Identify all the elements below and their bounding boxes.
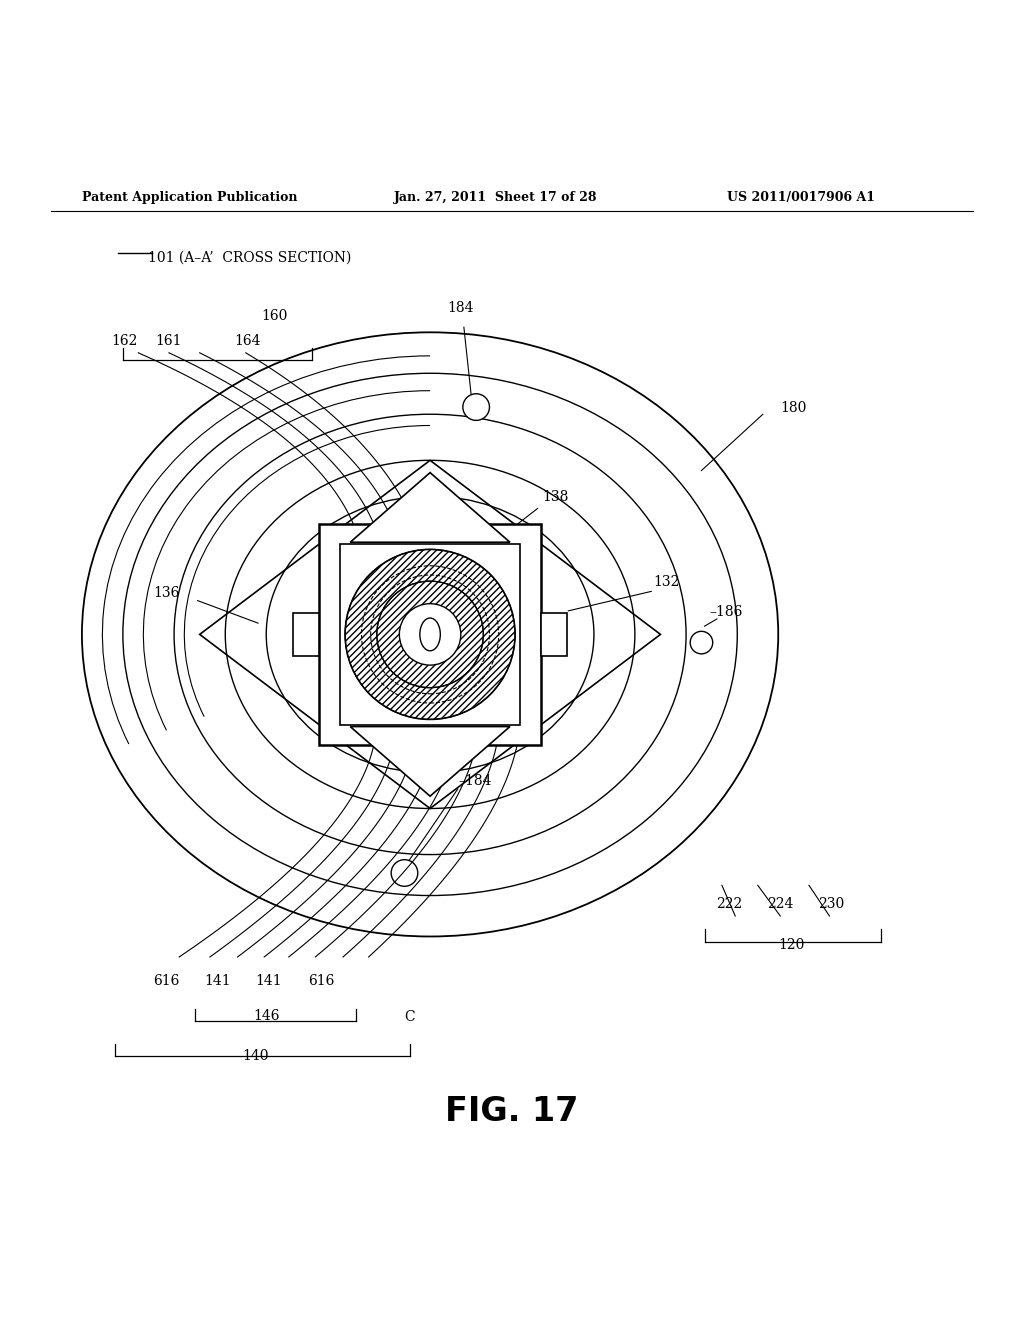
Text: 120: 120 bbox=[778, 937, 805, 952]
Circle shape bbox=[391, 859, 418, 886]
Ellipse shape bbox=[420, 618, 440, 651]
Circle shape bbox=[345, 549, 515, 719]
Bar bbox=[293, 612, 319, 656]
Text: Patent Application Publication: Patent Application Publication bbox=[82, 191, 297, 205]
Text: 180: 180 bbox=[780, 401, 807, 416]
Text: 141: 141 bbox=[255, 974, 282, 987]
Text: –184: –184 bbox=[459, 774, 493, 788]
Text: 616: 616 bbox=[153, 974, 179, 987]
Text: 136: 136 bbox=[154, 586, 180, 599]
Bar bbox=[340, 544, 520, 725]
Text: 132: 132 bbox=[653, 576, 680, 589]
Text: US 2011/0017906 A1: US 2011/0017906 A1 bbox=[727, 191, 876, 205]
Text: 140: 140 bbox=[243, 1049, 269, 1064]
Text: 101 (A–A’  CROSS SECTION): 101 (A–A’ CROSS SECTION) bbox=[148, 251, 352, 264]
Text: 141: 141 bbox=[205, 974, 231, 987]
Text: Jan. 27, 2011  Sheet 17 of 28: Jan. 27, 2011 Sheet 17 of 28 bbox=[394, 191, 598, 205]
Polygon shape bbox=[350, 473, 510, 543]
Text: 160: 160 bbox=[261, 309, 288, 323]
Text: C: C bbox=[404, 1011, 415, 1024]
Text: 616: 616 bbox=[308, 974, 335, 987]
Circle shape bbox=[690, 631, 713, 653]
Text: –186: –186 bbox=[710, 605, 743, 619]
Polygon shape bbox=[350, 726, 510, 796]
Circle shape bbox=[377, 581, 483, 688]
Text: 138: 138 bbox=[543, 490, 569, 504]
Text: 164: 164 bbox=[234, 334, 261, 347]
Circle shape bbox=[399, 603, 461, 665]
Text: 162: 162 bbox=[112, 334, 138, 347]
Bar bbox=[541, 612, 567, 656]
Text: 134: 134 bbox=[459, 733, 485, 747]
Text: 222: 222 bbox=[716, 896, 742, 911]
Text: 184: 184 bbox=[447, 301, 474, 315]
Text: FIG. 17: FIG. 17 bbox=[445, 1096, 579, 1129]
Bar bbox=[319, 524, 541, 744]
Text: 230: 230 bbox=[818, 896, 845, 911]
Text: 161: 161 bbox=[156, 334, 182, 347]
Circle shape bbox=[463, 393, 489, 420]
Text: 224: 224 bbox=[767, 896, 794, 911]
Text: 146: 146 bbox=[253, 1010, 280, 1023]
